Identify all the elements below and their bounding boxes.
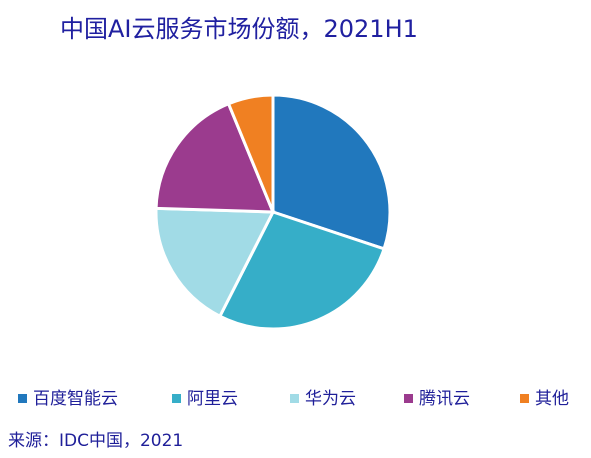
pie-slice <box>154 101 276 214</box>
pie-slice <box>226 93 275 213</box>
legend-swatch <box>290 394 299 403</box>
pie-slice <box>271 93 392 251</box>
chart-title: 中国AI云服务市场份额，2021H1 <box>60 15 418 43</box>
pie-slice <box>154 206 276 319</box>
legend-label: 阿里云 <box>187 389 238 409</box>
pie-slice <box>217 210 386 331</box>
source-note: 来源：IDC中国，2021 <box>8 431 183 451</box>
legend-swatch <box>172 394 181 403</box>
legend-swatch <box>520 394 529 403</box>
legend-label: 腾讯云 <box>419 389 470 409</box>
legend-swatch <box>18 394 27 403</box>
legend-swatch <box>404 394 413 403</box>
legend-label: 其他 <box>535 389 569 409</box>
legend-label: 华为云 <box>305 389 356 409</box>
legend-label: 百度智能云 <box>33 389 118 409</box>
